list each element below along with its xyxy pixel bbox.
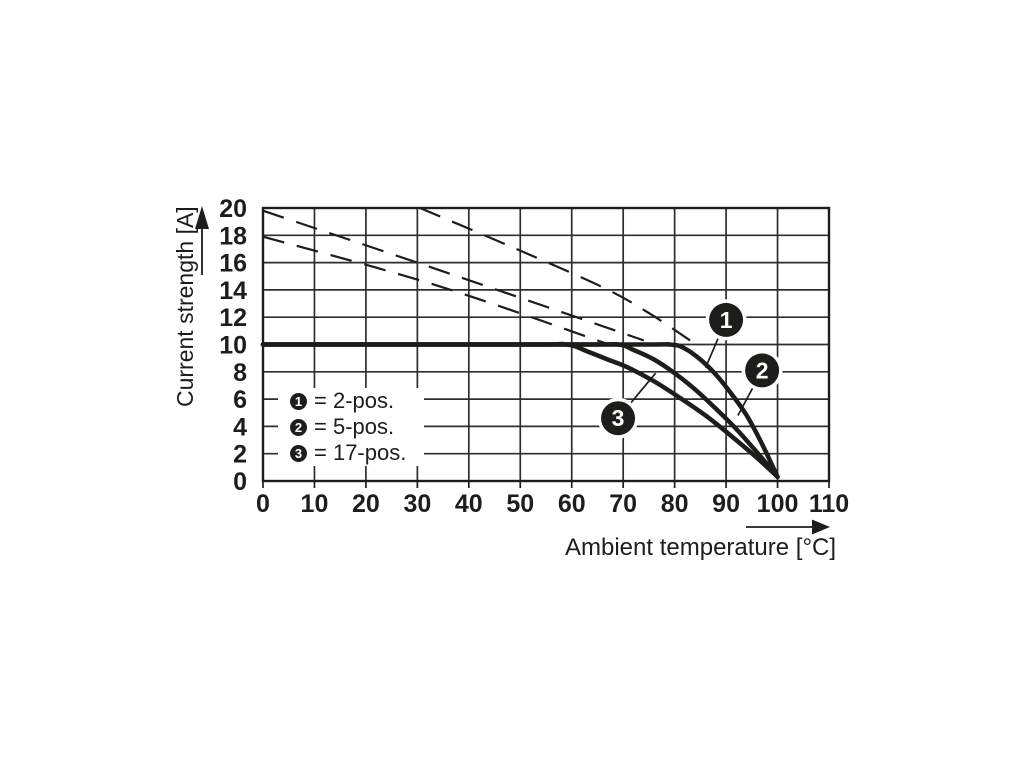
x-axis-title: Ambient temperature [°C]	[565, 534, 837, 561]
callout-number: 2	[756, 357, 769, 383]
legend-marker-2-icon: 2	[290, 418, 307, 436]
x-tick-label: 0	[256, 490, 270, 518]
x-tick-label: 50	[506, 490, 534, 518]
x-tick-label: 90	[712, 490, 740, 518]
callout-circle	[601, 401, 636, 436]
y-tick-label: 4	[233, 413, 247, 441]
legend-item-label: = 17-pos.	[314, 440, 407, 465]
y-tick-label: 8	[233, 359, 247, 387]
curve-3-solid-line	[260, 341, 780, 480]
legend-marker-3-icon: 3	[290, 444, 307, 462]
legend-item-label: = 2-pos.	[314, 388, 395, 413]
y-tick-label: 10	[219, 332, 247, 360]
x-tick-label: 70	[609, 490, 637, 518]
x-axis-arrow-head-icon	[812, 519, 830, 535]
legend-item-label: = 5-pos.	[314, 414, 395, 439]
x-tick-label: 80	[661, 490, 689, 518]
x-tick-label: 40	[455, 490, 483, 518]
x-tick-label: 110	[809, 490, 849, 518]
y-axis-arrow-head-icon	[195, 206, 209, 229]
legend-marker-1-icon: 1	[290, 392, 307, 410]
guide-2-dashed-line	[262, 209, 645, 342]
guide-3-dashed-line	[262, 235, 614, 347]
legend: 1 = 2-pos. 2 = 5-pos. 3 = 17-pos.	[278, 388, 424, 466]
y-tick-label: 2	[233, 441, 247, 469]
y-tick-label: 12	[219, 304, 247, 332]
y-tick-label: 0	[233, 468, 247, 496]
y-tick-label: 6	[233, 386, 247, 414]
legend-item: 3 = 17-pos.	[278, 440, 424, 466]
x-tick-label: 10	[301, 490, 329, 518]
callout-circle	[745, 353, 780, 388]
callout-number: 1	[720, 307, 733, 333]
callout-number: 3	[612, 405, 625, 431]
y-axis-title: Current strength [A]	[172, 206, 198, 407]
x-tick-label: 60	[558, 490, 586, 518]
legend-item: 1 = 2-pos.	[278, 388, 424, 414]
callout-circle	[709, 302, 744, 337]
y-tick-label: 16	[219, 250, 247, 278]
x-tick-label: 100	[757, 490, 799, 518]
legend-item: 2 = 5-pos.	[278, 414, 424, 440]
y-tick-label: 18	[219, 222, 247, 250]
x-tick-label: 30	[403, 490, 431, 518]
y-tick-label: 14	[219, 277, 247, 305]
x-tick-label: 20	[352, 490, 380, 518]
guide-1-dashed-line	[419, 206, 691, 342]
y-tick-label: 20	[219, 195, 247, 223]
